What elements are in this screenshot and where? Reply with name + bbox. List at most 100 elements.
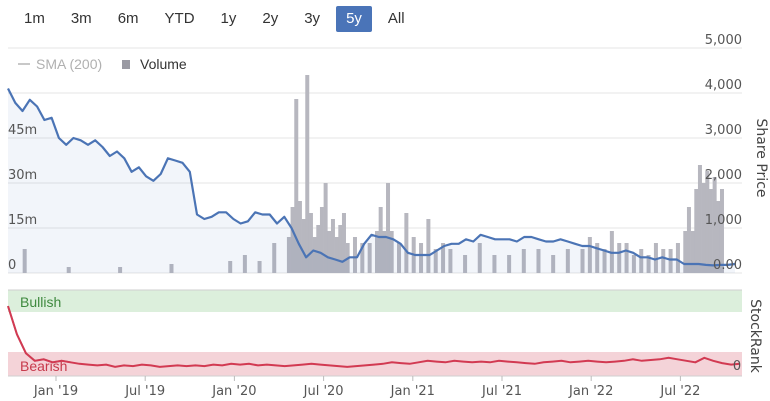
volume-bar — [463, 255, 468, 273]
volume-bar — [708, 189, 713, 273]
volume-tick: 30m — [8, 168, 37, 183]
range-btn-3m[interactable]: 3m — [70, 10, 92, 27]
share-price-tick: 4,000 — [705, 78, 742, 93]
volume-bar — [375, 231, 379, 273]
volume-bar — [257, 261, 262, 273]
volume-bar — [338, 225, 343, 273]
volume-bar — [334, 237, 339, 273]
volume-bar — [228, 261, 233, 273]
chart-legend: SMA (200) Volume — [18, 56, 187, 72]
volume-bar — [301, 219, 306, 273]
share-price-tick: 5,000 — [705, 33, 742, 48]
date-axis-tick: Jan '20 — [211, 384, 256, 399]
volume-bar — [661, 249, 666, 273]
volume-bar — [536, 249, 541, 273]
volume-bar — [352, 237, 357, 273]
volume-tick: 0 — [8, 258, 16, 273]
volume-bar — [701, 183, 706, 273]
volume-bar — [668, 249, 673, 273]
volume-bar — [382, 231, 387, 273]
range-selector: 1m 3m 6m YTD 1y 2y 3y 5y All — [14, 6, 421, 32]
stockrank-axis-title: StockRank — [747, 299, 763, 374]
volume-bar — [705, 171, 710, 273]
volume-bar — [646, 255, 651, 273]
volume-bar — [694, 189, 699, 273]
volume-bar — [169, 264, 174, 273]
volume-bar — [595, 243, 600, 273]
range-btn-5y[interactable]: 5y — [336, 6, 372, 32]
volume-bar — [305, 75, 310, 273]
volume-bar — [602, 249, 607, 273]
volume-bar — [624, 243, 629, 273]
date-axis-tick: Jul '20 — [303, 384, 344, 399]
volume-tick: 15m — [8, 213, 37, 228]
volume-bar — [492, 255, 497, 273]
bullish-band — [8, 290, 742, 312]
price-line — [7, 88, 736, 267]
volume-bar — [327, 231, 332, 273]
volume-bar — [389, 231, 394, 273]
range-btn-2y[interactable]: 2y — [262, 10, 279, 27]
volume-bar — [521, 249, 526, 273]
volume-bar — [286, 237, 291, 273]
volume-bar — [686, 207, 691, 273]
volume-bar — [294, 99, 299, 273]
volume-bar — [426, 219, 431, 273]
share-price-tick: 2,000 — [705, 168, 742, 183]
volume-bar — [22, 249, 27, 273]
volume-bar — [441, 243, 446, 273]
share-price-axis-title: Share Price — [753, 118, 769, 197]
volume-bar — [690, 231, 695, 273]
date-axis-tick: Jul '22 — [659, 384, 700, 399]
bullish-label: Bullish — [20, 294, 61, 310]
volume-bar — [683, 231, 688, 273]
volume-bar — [719, 189, 724, 273]
volume-bar — [242, 255, 247, 273]
volume-bar — [419, 243, 424, 273]
volume-bar — [617, 243, 622, 273]
volume-legend-icon — [122, 60, 130, 69]
volume-bar — [316, 225, 321, 273]
volume-legend-label: Volume — [140, 56, 187, 72]
share-price-tick: 1,000 — [705, 213, 742, 228]
range-btn-1m[interactable]: 1m — [24, 10, 45, 27]
volume-bar — [330, 219, 335, 273]
volume-bar — [653, 243, 658, 273]
volume-bar — [341, 213, 346, 273]
stockrank-line — [7, 305, 741, 368]
stockrank-axis-tick: 0 — [733, 359, 741, 374]
volume-bar — [551, 255, 556, 273]
volume-bar — [639, 249, 644, 273]
range-btn-all[interactable]: All — [387, 10, 405, 27]
range-btn-3y[interactable]: 3y — [304, 10, 321, 27]
volume-bars — [22, 75, 724, 273]
date-axis-tick: Jul '21 — [481, 384, 522, 399]
range-btn-1y[interactable]: 1y — [220, 10, 237, 27]
date-axis-tick: Jan '21 — [390, 384, 435, 399]
volume-bar — [272, 243, 277, 273]
volume-bar — [631, 255, 636, 273]
volume-bar — [433, 249, 438, 273]
volume-bar — [697, 165, 702, 273]
date-axis-tick: Jul '19 — [124, 384, 165, 399]
volume-bar — [378, 207, 383, 273]
volume-bar — [448, 249, 453, 273]
volume-tick: 45m — [8, 123, 37, 138]
share-price-axis: 5,000 4,000 3,000 2,000 1,000 0.00 — [705, 33, 742, 273]
volume-bar — [404, 213, 409, 273]
price-area-fill — [8, 88, 735, 273]
volume-bar — [319, 207, 324, 273]
volume-bar — [290, 207, 295, 273]
range-btn-ytd[interactable]: YTD — [164, 10, 195, 27]
volume-bar — [297, 201, 302, 273]
date-axis: Jan '19 Jul '19 Jan '20 Jul '20 Jan '21 Jul '… — [33, 376, 700, 399]
volume-bar — [507, 255, 512, 273]
volume-bar — [308, 213, 313, 273]
volume-axis: 45m 30m 15m 0 — [8, 123, 37, 273]
volume-bar — [312, 237, 317, 273]
range-btn-6m[interactable]: 6m — [117, 10, 139, 27]
volume-bar — [712, 177, 717, 273]
share-price-tick: 3,000 — [705, 123, 742, 138]
share-price-tick: 0.00 — [713, 258, 742, 273]
